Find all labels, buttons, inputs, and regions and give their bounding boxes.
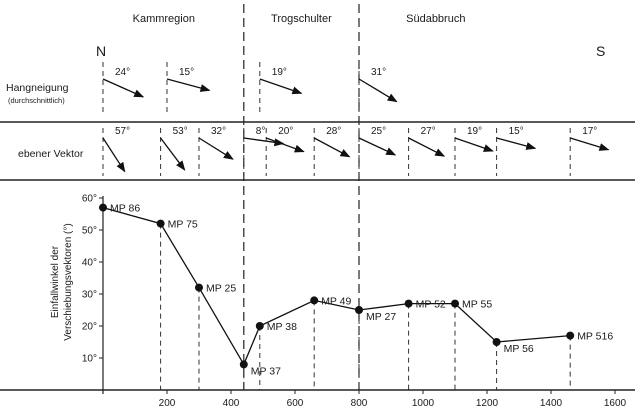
hangneigung-vector-arrow bbox=[259, 78, 303, 95]
x-tick-label: 1200 bbox=[476, 398, 499, 409]
data-point bbox=[492, 338, 501, 346]
data-point-label: MP 49 bbox=[321, 295, 351, 307]
hangneigung-angle-label: 15° bbox=[179, 67, 194, 78]
ebener_vektor-vector-arrow bbox=[198, 137, 234, 160]
data-point-label: MP 516 bbox=[577, 331, 613, 343]
hangneigung-vector-arrow bbox=[358, 78, 398, 103]
ebener_vektor-angle-label: 28° bbox=[326, 126, 341, 137]
ebener_vektor-vector-arrow bbox=[313, 137, 351, 158]
data-point bbox=[239, 360, 248, 369]
ebener_vektor-angle-label: 32° bbox=[211, 126, 226, 137]
y-axis-title-line1: Einfallwinkel der bbox=[50, 245, 61, 318]
ebener_vektor-vector-arrow bbox=[358, 137, 397, 156]
ebener_vektor-angle-label: 15° bbox=[509, 126, 524, 137]
ebener_vektor-vector-arrow bbox=[454, 137, 494, 152]
y-tick-label: 10° bbox=[82, 354, 97, 365]
data-point-label: MP 52 bbox=[416, 299, 446, 311]
hangneigung-vector-arrow bbox=[166, 78, 211, 92]
y-tick-label: 20° bbox=[82, 322, 97, 333]
y-tick-label: 50° bbox=[82, 226, 97, 237]
data-point-label: MP 27 bbox=[366, 311, 396, 323]
data-point bbox=[404, 299, 413, 308]
hangneigung-vector-arrow bbox=[102, 78, 145, 98]
x-tick-label: 1000 bbox=[412, 398, 435, 409]
x-tick-label: 400 bbox=[223, 398, 240, 409]
dynamic-layer: Kammregion Trogschulter Südabbruch 24° 15° 19… bbox=[0, 4, 635, 409]
ebener_vektor-angle-label: 57° bbox=[115, 126, 130, 137]
ebener_vektor-angle-label: 19° bbox=[467, 126, 482, 137]
ebener_vektor-vector-arrow bbox=[243, 137, 285, 147]
region-label: Trogschulter bbox=[271, 13, 332, 25]
y-tick-label: 40° bbox=[82, 258, 97, 269]
hangneigung-angle-label: 19° bbox=[272, 67, 287, 78]
data-point bbox=[156, 219, 165, 228]
hangneigung-sublabel: (durchschnittlich) bbox=[8, 96, 65, 105]
ebener_vektor-vector-arrow bbox=[160, 137, 186, 171]
ebener_vektor-angle-label: 25° bbox=[371, 126, 386, 137]
data-point bbox=[99, 203, 107, 212]
x-tick-label: 1400 bbox=[540, 398, 563, 409]
data-point bbox=[451, 299, 459, 308]
ebener-vektor-label: ebener Vektor bbox=[18, 148, 84, 160]
data-point bbox=[310, 296, 319, 305]
data-point bbox=[195, 283, 203, 292]
ebener_vektor-angle-label: 20° bbox=[278, 126, 293, 137]
ebener_vektor-vector-arrow bbox=[496, 137, 537, 150]
x-tick-label: 800 bbox=[351, 398, 368, 409]
direction-south-label: S bbox=[596, 43, 605, 59]
direction-north-label: N bbox=[96, 43, 106, 59]
ebener_vektor-angle-label: 8° bbox=[256, 126, 266, 137]
x-tick-label: 1600 bbox=[604, 398, 627, 409]
data-point bbox=[355, 306, 363, 314]
hangneigung-angle-label: 31° bbox=[371, 67, 386, 78]
region-label: Kammregion bbox=[133, 13, 195, 25]
ebener_vektor-angle-label: 27° bbox=[421, 126, 436, 137]
region-label: Südabbruch bbox=[406, 13, 465, 25]
data-point-label: MP 75 bbox=[168, 219, 198, 231]
x-tick-label: 200 bbox=[159, 398, 176, 409]
ebener_vektor-angle-label: 53° bbox=[173, 126, 188, 137]
hangneigung-angle-label: 24° bbox=[115, 67, 130, 78]
y-axis-title-line2: Verschiebungsvektoren (°) bbox=[63, 223, 74, 340]
data-point bbox=[255, 322, 264, 330]
y-tick-label: 30° bbox=[82, 290, 97, 301]
data-point-label: MP 25 bbox=[206, 283, 236, 295]
data-point-label: MP 37 bbox=[251, 365, 281, 377]
ebener_vektor-vector-arrow bbox=[102, 137, 126, 173]
data-point-label: MP 38 bbox=[267, 321, 297, 333]
x-tick-label: 600 bbox=[287, 398, 304, 409]
y-tick-label: 60° bbox=[82, 194, 97, 205]
ebener_vektor-vector-arrow bbox=[408, 137, 446, 157]
data-point-label: MP 56 bbox=[504, 343, 534, 355]
ebener_vektor-vector-arrow bbox=[570, 137, 610, 151]
hangneigung-label: Hangneigung bbox=[6, 82, 69, 94]
data-point-label: MP 55 bbox=[462, 299, 492, 311]
ebener_vektor-angle-label: 17° bbox=[582, 126, 597, 137]
data-point-label: MP 86 bbox=[110, 203, 140, 215]
data-point bbox=[566, 331, 575, 340]
ebener_vektor-vector-arrow bbox=[265, 137, 305, 153]
